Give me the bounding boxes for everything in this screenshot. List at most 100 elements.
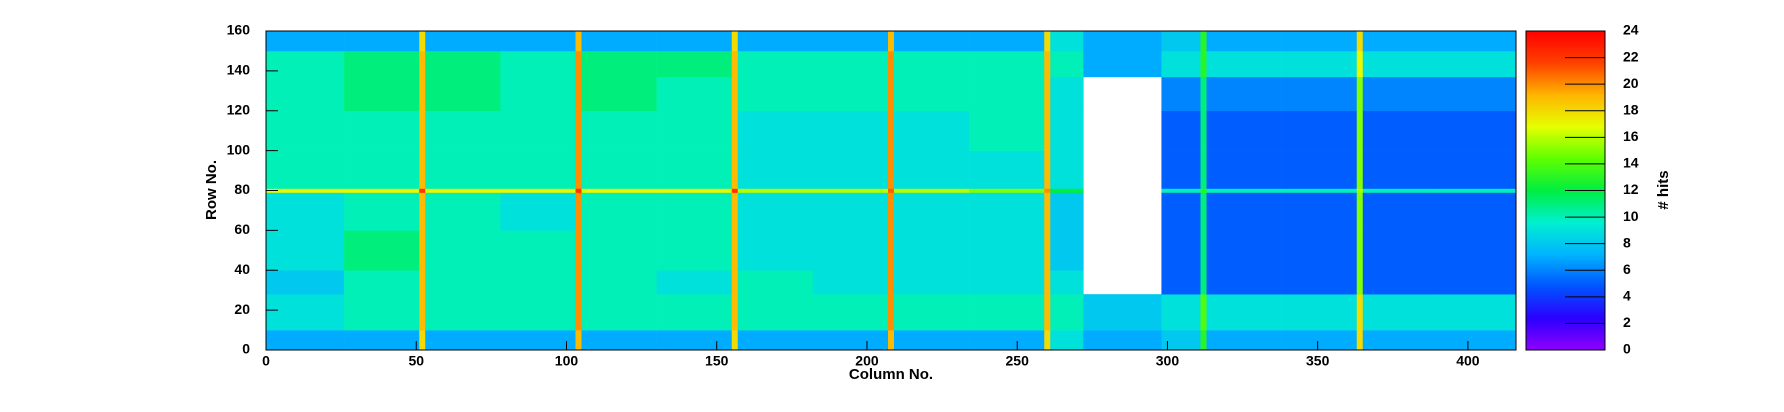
heatmap-cell [737, 188, 814, 193]
heatmap-cell [1161, 188, 1201, 193]
heatmap-cell [419, 230, 426, 271]
heatmap-cell [266, 230, 345, 271]
heatmap-cell [887, 294, 895, 331]
x-tick-label: 400 [1456, 353, 1480, 369]
heatmap-cell [1200, 294, 1207, 331]
y-tick-label: 40 [234, 261, 250, 277]
heatmap-cell [500, 192, 576, 231]
heatmap-cell [731, 188, 739, 193]
heatmap-cell [737, 270, 814, 295]
heatmap-cell [1050, 230, 1084, 271]
heatmap-cell [419, 31, 426, 52]
colorbar-tick-label: 0 [1623, 341, 1631, 357]
heatmap-cell [969, 230, 1045, 271]
heatmap-cell [812, 31, 889, 52]
heatmap-cell [1206, 31, 1282, 52]
heatmap-cell [1050, 31, 1084, 52]
heatmap-cell [887, 76, 895, 112]
heatmap-cell [581, 270, 657, 295]
heatmap-cell [419, 330, 426, 351]
colorbar-tick-label: 24 [1623, 22, 1639, 38]
heatmap-cell [887, 230, 895, 271]
heatmap-cell [894, 330, 970, 351]
heatmap-cell [1356, 31, 1364, 52]
heatmap-cell [894, 31, 970, 52]
heatmap-cell [1362, 230, 1439, 271]
heatmap-cell [266, 150, 345, 189]
heatmap-cell [1050, 294, 1084, 331]
heatmap-cell [887, 31, 895, 52]
heatmap-cell [1281, 230, 1358, 271]
heatmap-cell [731, 50, 739, 78]
x-tick-label: 100 [555, 353, 579, 369]
heatmap-cell [969, 188, 1045, 193]
heatmap-cell [425, 31, 501, 52]
heatmap-cell [266, 294, 345, 331]
heatmap-cell [1200, 192, 1207, 231]
heatmap-cell [344, 270, 420, 295]
heatmap-cell [656, 31, 733, 52]
heatmap-cell [656, 192, 733, 231]
heatmap-cell [425, 192, 501, 231]
heatmap-cell [581, 294, 657, 331]
heatmap-cell [1200, 76, 1207, 112]
heatmap-cell [969, 150, 1045, 189]
heatmap-cell [1356, 330, 1364, 351]
heatmap-cell [656, 50, 733, 78]
heatmap-cell [344, 294, 420, 331]
heatmap-cell [581, 230, 657, 271]
heatmap-cell [731, 330, 739, 351]
heatmap-cell [894, 150, 970, 189]
heatmap-cell [969, 330, 1045, 351]
heatmap-cell [1206, 330, 1282, 351]
heatmap-cell [1206, 110, 1282, 151]
heatmap-cell [419, 76, 426, 112]
heatmap-cell [500, 188, 576, 193]
heatmap-cell [1206, 50, 1282, 78]
heatmap-cell [1281, 110, 1358, 151]
heatmap-cell [1206, 76, 1282, 112]
heatmap-cell [1161, 192, 1201, 231]
heatmap-cell [1200, 330, 1207, 351]
heatmap-cell [1437, 192, 1517, 231]
heatmap-cell [894, 230, 970, 271]
heatmap-cell [1050, 330, 1084, 351]
heatmap-cell [1206, 294, 1282, 331]
heatmap-cell [1362, 330, 1439, 351]
colorbar-tick-label: 10 [1623, 208, 1639, 224]
heatmap-cell [969, 270, 1045, 295]
heatmap-cell [1050, 150, 1084, 189]
colorbar-tick-label: 12 [1623, 181, 1639, 197]
heatmap-cell [894, 270, 970, 295]
heatmap-cell [1200, 110, 1207, 151]
heatmap-cell [1437, 50, 1517, 78]
heatmap-cell [1362, 270, 1439, 295]
heatmap-cell [581, 50, 657, 78]
heatmap-cell [1044, 188, 1051, 193]
heatmap-cell [1356, 110, 1364, 151]
x-tick-label: 150 [705, 353, 729, 369]
heatmap-cell [344, 192, 420, 231]
heatmap-cell [1281, 192, 1358, 231]
heatmap-cell [419, 192, 426, 231]
heatmap-cell [887, 188, 895, 193]
heatmap-cell [1050, 76, 1084, 112]
heatmap-cell [1362, 50, 1439, 78]
heatmap-cell [812, 230, 889, 271]
x-axis-label: Column No. [849, 366, 933, 383]
x-tick-label: 250 [1006, 353, 1030, 369]
heatmap-cell [1044, 110, 1051, 151]
heatmap-cell [344, 188, 420, 193]
x-tick-label: 0 [262, 353, 270, 369]
heatmap-cell [419, 150, 426, 189]
heatmap-cell [969, 192, 1045, 231]
heatmap-cell [344, 150, 420, 189]
heatmap-cell [425, 50, 501, 78]
heatmap-cell [1362, 31, 1439, 52]
heatmap-cell [1050, 188, 1084, 193]
heatmap-cell [1206, 270, 1282, 295]
heatmap-cell [737, 31, 814, 52]
heatmap-cell [266, 270, 345, 295]
colorbar-tick-label: 8 [1623, 234, 1631, 250]
heatmap-cell [500, 110, 576, 151]
